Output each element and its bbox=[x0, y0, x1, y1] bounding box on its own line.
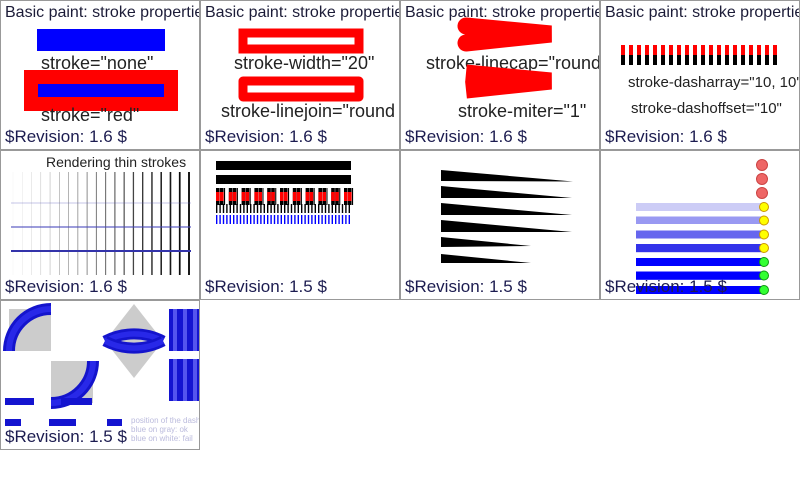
svg-text:stroke-dasharray="10, 10": stroke-dasharray="10, 10" bbox=[628, 74, 800, 91]
svg-text:stroke-linejoin="round: stroke-linejoin="round bbox=[221, 101, 395, 121]
svg-text:stroke="red": stroke="red" bbox=[41, 105, 139, 125]
svg-text:stroke-dashoffset="10": stroke-dashoffset="10" bbox=[631, 100, 782, 117]
svg-text:stroke-miter="1": stroke-miter="1" bbox=[458, 101, 586, 121]
svg-text:blue on white: fail: blue on white: fail bbox=[131, 434, 193, 443]
svg-text:stroke-width="20": stroke-width="20" bbox=[234, 53, 374, 73]
svg-text:position of the dashes:: position of the dashes: bbox=[131, 416, 200, 425]
svg-text:blue on gray: ok: blue on gray: ok bbox=[131, 425, 189, 434]
